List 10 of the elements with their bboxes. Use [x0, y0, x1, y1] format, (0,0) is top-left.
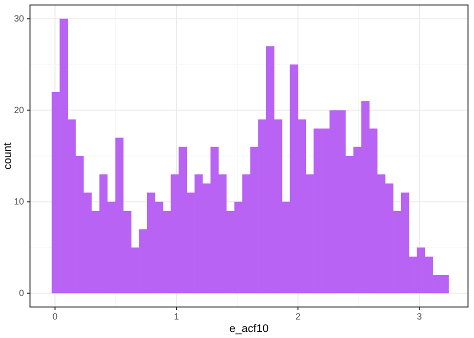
x-tick-label: 3: [416, 311, 422, 322]
y-tick-label: 10: [14, 196, 24, 207]
y-tick-label: 0: [18, 288, 24, 298]
x-tick-label: 1: [174, 311, 179, 322]
y-axis-title: count: [2, 142, 14, 170]
y-tick-label: 20: [14, 105, 24, 116]
y-tick-label: 30: [14, 14, 24, 24]
x-tick-label: 0: [52, 311, 58, 322]
x-axis-title: e_acf10: [229, 323, 269, 335]
x-tick-label: 2: [295, 311, 300, 322]
